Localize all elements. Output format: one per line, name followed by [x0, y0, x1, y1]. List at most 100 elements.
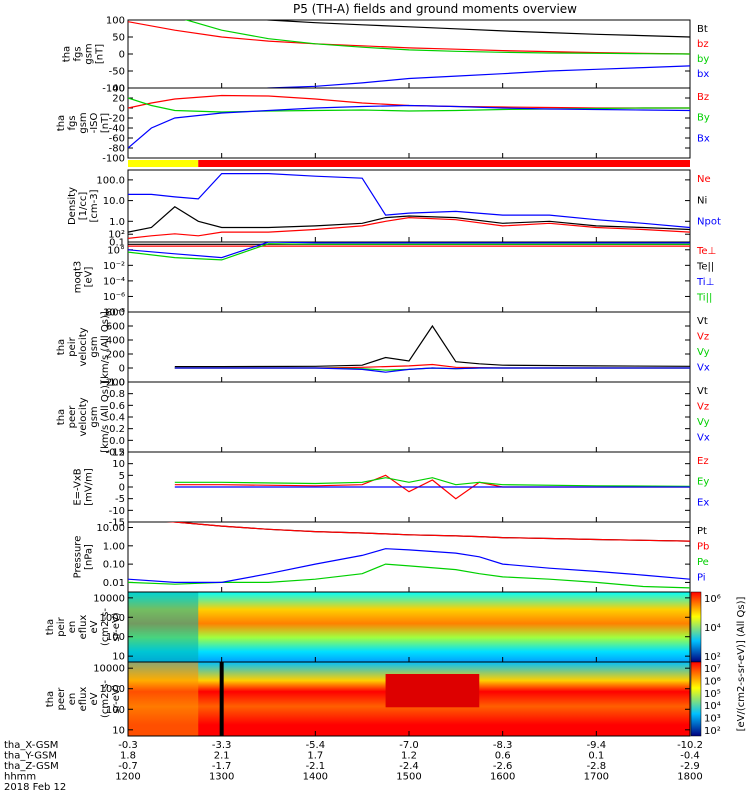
legend-bz: bz: [697, 39, 709, 50]
ylabel-line: tha: [56, 115, 67, 131]
ytick-label: 100.0: [96, 175, 125, 186]
ytick-label: -50: [109, 67, 125, 78]
legend-by: by: [697, 54, 709, 65]
legend-Npot: Npot: [697, 217, 721, 228]
ytick-label: -200: [102, 378, 125, 389]
panel-frame-8: [127, 521, 691, 593]
colorbar-label: [eV/(cm2-s-sr-eV)] (All Qs)]: [736, 596, 747, 731]
ytick-label: 10⁻²: [103, 261, 125, 272]
footer-value: 1400: [303, 772, 328, 783]
ytick-label: 0.01: [103, 578, 125, 589]
ylabel-line: [nT]: [95, 44, 106, 64]
legend-Ne: Ne: [697, 174, 711, 185]
legend-Vz: Vz: [697, 402, 709, 413]
ylabel-line: tha: [56, 339, 67, 355]
ylabel-line: fgs: [73, 46, 84, 61]
footer-value: -3.3: [212, 740, 232, 751]
footer-value: 1700: [584, 772, 609, 783]
ytick-label: 10: [112, 652, 125, 663]
ylabel-line: en: [67, 693, 78, 706]
ylabel-line: [km/s (All Qs)]: [100, 381, 111, 453]
ylabel-line: fgs: [67, 115, 78, 130]
ytick-label: -60: [109, 134, 125, 145]
footer-value: 1800: [677, 772, 702, 783]
panel-10: 10000 1000 100 10 tha peer en eflux eV (cm2-s-sr-…: [45, 661, 691, 737]
ytick-label: 0.4: [109, 413, 125, 424]
legend-bx: bx: [697, 69, 709, 80]
spectrogram-hot-region: [385, 674, 480, 708]
footer-value: 1.8: [120, 751, 136, 762]
legend-Vt: Vt: [697, 316, 708, 327]
footer-row-label: tha_Y-GSM: [4, 751, 57, 762]
ytick-label: 10.00: [96, 523, 125, 534]
ytick-label: -5: [115, 494, 125, 505]
series-line-Pi: [128, 548, 690, 584]
ytick-label: 10⁻⁶: [103, 292, 125, 303]
ytick-label: 10²: [108, 230, 125, 241]
legend-Te⊥: Te⊥: [696, 246, 716, 257]
ytick-label: 100: [106, 632, 125, 643]
ytick-label: 1000: [100, 613, 125, 624]
legend-Ni: Ni: [697, 195, 707, 206]
footer-value: -2.6: [493, 761, 513, 772]
legend-Bz: Bz: [697, 92, 709, 103]
legend-Ti||: Ti||: [696, 293, 712, 304]
ylabel-line: (cm2-s-: [100, 680, 111, 718]
footer-value: 1600: [490, 772, 515, 783]
figure-title: P5 (TH-A) fields and ground moments over…: [293, 2, 577, 16]
footer-value: -10.2: [677, 740, 703, 751]
ytick-label: -0.2: [105, 448, 125, 459]
footer-value: 1.2: [401, 751, 417, 762]
ytick-label: 0: [119, 483, 125, 494]
ylabel-line: E=-VxB: [73, 468, 84, 505]
ytick-label: -10: [109, 506, 125, 517]
legend-Pi: Pi: [697, 573, 706, 584]
colorbar-tick: 10⁷: [704, 664, 721, 675]
ytick-label: 200: [106, 350, 125, 361]
panel-8: 10.00 1.00 0.10 0.01 Pressure [nPa] Pt Pb Pe Pi: [73, 521, 709, 593]
status-bar-red: [198, 160, 690, 167]
ylabel-line: peer: [56, 687, 67, 711]
ylabel-line: sr-eV): [111, 684, 122, 713]
ytick-label: 10000: [93, 593, 125, 604]
footer-value: 1200: [115, 772, 140, 783]
ylabel-line: gsm: [78, 112, 89, 133]
series-line-Vt: [174, 324, 690, 368]
ytick-label: 0.10: [103, 560, 125, 571]
legend-Vx: Vx: [697, 363, 710, 374]
ytick-label: 0: [119, 50, 125, 61]
ytick-label: 1.00: [103, 541, 125, 552]
series-line-Npot: [128, 173, 690, 229]
ylabel-line: tha: [45, 691, 56, 707]
series-line-Bx: [128, 104, 690, 149]
series-line-Ti||: [128, 243, 690, 261]
ytick-label: 1000: [100, 684, 125, 695]
ytick-label: 0.8: [109, 389, 125, 400]
ytick-label: 0: [119, 104, 125, 115]
ylabel-line: [mV/m]: [84, 468, 95, 506]
ylabel-line: [km/s (All Qs)]: [100, 311, 111, 383]
series-line-Ne: [128, 216, 690, 239]
panel-6: 1.00.80.60.40.20.0-0.2 tha peer velocity gsm…: [56, 378, 710, 459]
footer-row-label: tha_Z-GSM: [4, 761, 59, 772]
colorbar-tick: 10³: [704, 714, 721, 725]
legend-Vx: Vx: [697, 433, 710, 444]
footer-value: 1300: [209, 772, 234, 783]
ytick-label: -20: [109, 114, 125, 125]
footer-row-label: 2018 Feb 12: [4, 782, 66, 793]
footer-value: -2.4: [399, 761, 419, 772]
ylabel-line: peir: [67, 336, 78, 356]
ytick-label: -15: [109, 518, 125, 529]
footer-value: -0.4: [680, 751, 700, 762]
colorbar-1: [690, 591, 702, 663]
colorbar-tick: 10⁶: [704, 594, 721, 605]
ylabel-line: eV: [89, 692, 100, 705]
ylabel-line: eflux: [78, 615, 89, 640]
ylabel-line: velocity: [78, 327, 89, 366]
ytick-label: 15: [112, 448, 125, 459]
ytick-label: 100: [106, 705, 125, 716]
series-line-bz: [128, 21, 690, 55]
ylabel-line: eV: [89, 620, 100, 633]
